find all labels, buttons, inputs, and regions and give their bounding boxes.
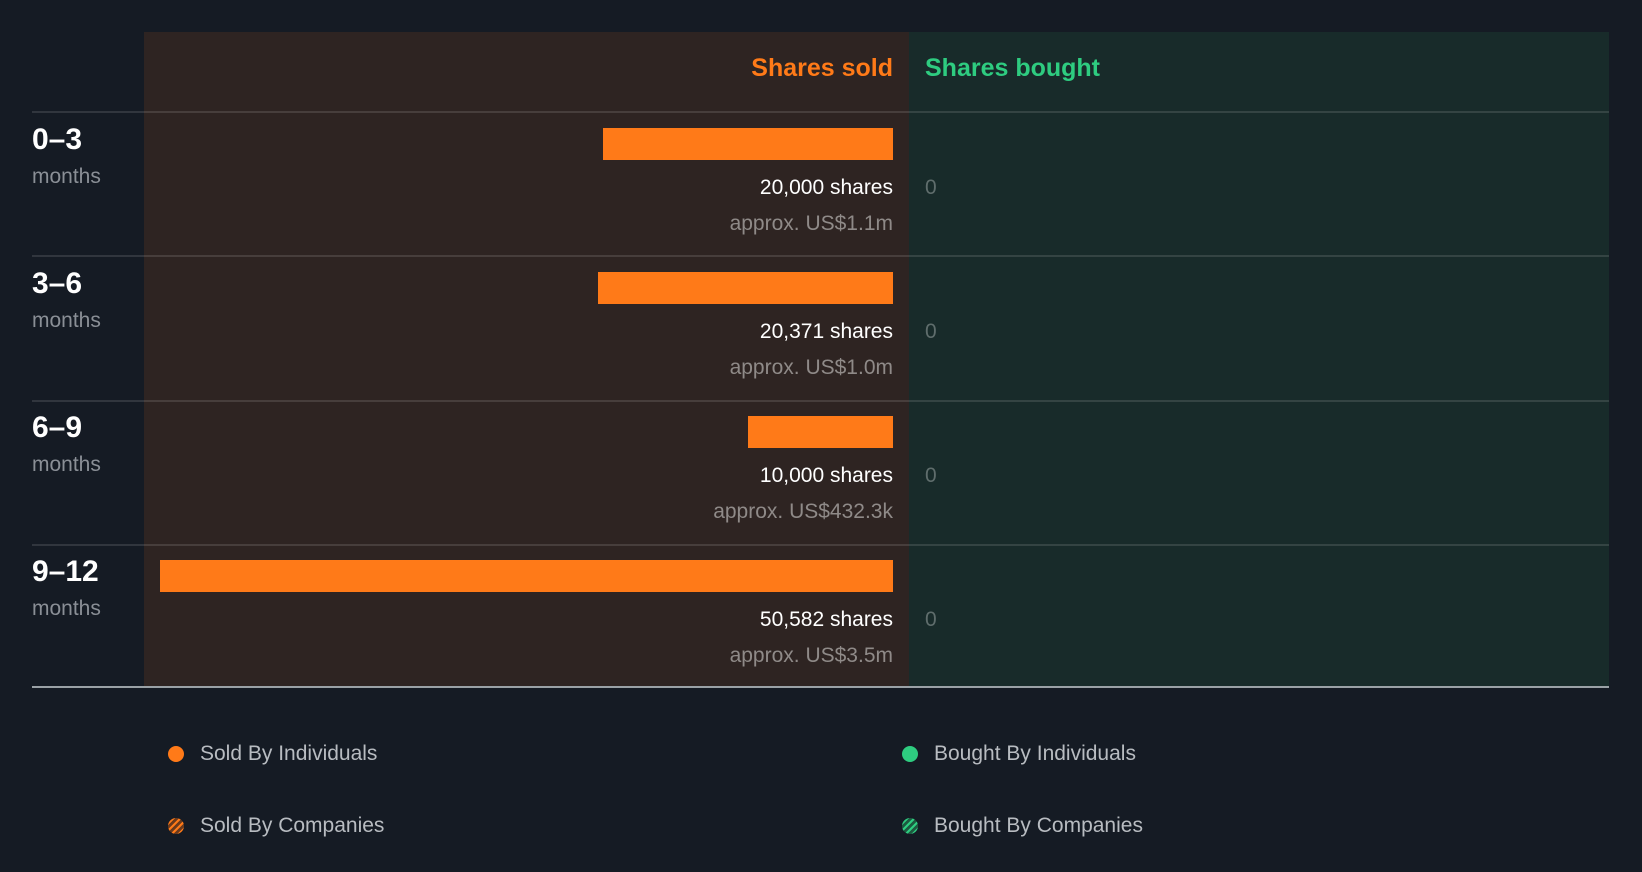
row-label-3-6: 3–6 months bbox=[32, 266, 101, 336]
shares-bought-value: 0 bbox=[925, 464, 937, 487]
divider bbox=[32, 400, 1609, 402]
legend-label: Bought By Companies bbox=[934, 814, 1143, 837]
solid-dot-green-icon bbox=[902, 746, 918, 762]
row-label-6-9: 6–9 months bbox=[32, 410, 101, 480]
shares-bought-value: 0 bbox=[925, 176, 937, 199]
value-sold: approx. US$1.1m bbox=[729, 212, 893, 235]
value-sold: approx. US$1.0m bbox=[729, 356, 893, 379]
shares-sold-header: Shares sold bbox=[751, 54, 893, 82]
row-label-9-12: 9–12 months bbox=[32, 554, 101, 624]
divider bbox=[32, 544, 1609, 546]
sold-bar[interactable] bbox=[598, 272, 893, 304]
shares-sold-value: 10,000 shares bbox=[759, 464, 893, 487]
range-label: 6–9 bbox=[32, 411, 83, 444]
shares-sold-value: 20,000 shares bbox=[759, 176, 893, 199]
unit-label: months bbox=[32, 597, 101, 620]
legend-bought-companies[interactable]: Bought By Companies bbox=[902, 814, 1143, 838]
legend-label: Bought By Individuals bbox=[934, 742, 1136, 765]
shares-sold-value: 20,371 shares bbox=[759, 320, 893, 343]
divider bbox=[32, 111, 1609, 113]
divider bbox=[32, 255, 1609, 257]
shares-bought-value: 0 bbox=[925, 608, 937, 631]
unit-label: months bbox=[32, 309, 101, 332]
range-label: 0–3 bbox=[32, 123, 83, 156]
shares-sold-value: 50,582 shares bbox=[759, 608, 893, 631]
sold-bar[interactable] bbox=[748, 416, 893, 448]
shares-bought-panel bbox=[909, 32, 1609, 687]
striped-dot-green-icon bbox=[902, 818, 918, 834]
unit-label: months bbox=[32, 453, 101, 476]
shares-bought-header: Shares bought bbox=[925, 54, 1101, 82]
legend-sold-individuals[interactable]: Sold By Individuals bbox=[168, 742, 377, 766]
legend-label: Sold By Companies bbox=[200, 814, 385, 837]
sold-bar[interactable] bbox=[160, 560, 893, 592]
solid-dot-orange-icon bbox=[168, 746, 184, 762]
sold-bar[interactable] bbox=[603, 128, 893, 160]
legend-sold-companies[interactable]: Sold By Companies bbox=[168, 814, 384, 838]
unit-label: months bbox=[32, 165, 101, 188]
shares-bought-value: 0 bbox=[925, 320, 937, 343]
value-sold: approx. US$3.5m bbox=[729, 644, 893, 667]
row-label-0-3: 0–3 months bbox=[32, 122, 101, 192]
striped-dot-orange-icon bbox=[168, 818, 184, 834]
range-label: 3–6 bbox=[32, 267, 83, 300]
value-sold: approx. US$432.3k bbox=[713, 500, 893, 523]
range-label: 9–12 bbox=[32, 555, 99, 588]
chart-bottom-axis bbox=[32, 686, 1609, 688]
legend-bought-individuals[interactable]: Bought By Individuals bbox=[902, 742, 1136, 766]
legend-label: Sold By Individuals bbox=[200, 742, 378, 765]
